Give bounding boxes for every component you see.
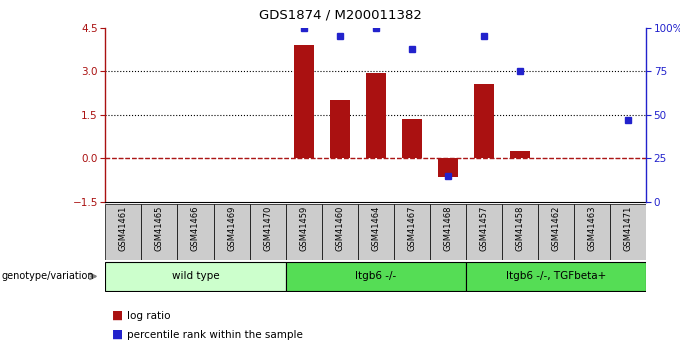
Text: GSM41457: GSM41457 xyxy=(479,205,488,250)
Bar xyxy=(105,262,286,291)
Text: log ratio: log ratio xyxy=(127,311,171,321)
Bar xyxy=(286,262,466,291)
Bar xyxy=(466,204,502,260)
Bar xyxy=(177,204,214,260)
Bar xyxy=(286,204,322,260)
Text: GSM41459: GSM41459 xyxy=(299,205,308,250)
Bar xyxy=(105,204,141,260)
Bar xyxy=(358,204,394,260)
Bar xyxy=(430,204,466,260)
Text: GSM41464: GSM41464 xyxy=(371,205,380,250)
Text: GSM41466: GSM41466 xyxy=(191,205,200,251)
Bar xyxy=(538,204,574,260)
Bar xyxy=(394,204,430,260)
Text: Itgb6 -/-, TGFbeta+: Itgb6 -/-, TGFbeta+ xyxy=(506,272,606,281)
Bar xyxy=(502,204,538,260)
Text: wild type: wild type xyxy=(171,272,220,281)
Bar xyxy=(214,204,250,260)
Text: GSM41468: GSM41468 xyxy=(443,205,452,251)
Bar xyxy=(402,119,422,158)
Bar xyxy=(474,84,494,158)
Bar xyxy=(438,158,458,177)
Bar xyxy=(294,45,313,158)
Text: GDS1874 / M200011382: GDS1874 / M200011382 xyxy=(258,9,422,22)
Text: percentile rank within the sample: percentile rank within the sample xyxy=(127,330,303,339)
Text: GSM41461: GSM41461 xyxy=(119,205,128,250)
Text: ■: ■ xyxy=(112,328,123,341)
Text: GSM41460: GSM41460 xyxy=(335,205,344,250)
Bar xyxy=(250,204,286,260)
Text: Itgb6 -/-: Itgb6 -/- xyxy=(355,272,396,281)
Text: GSM41462: GSM41462 xyxy=(551,205,560,250)
Text: genotype/variation: genotype/variation xyxy=(1,272,94,281)
Bar xyxy=(574,204,610,260)
Text: GSM41465: GSM41465 xyxy=(155,205,164,250)
Text: GSM41471: GSM41471 xyxy=(624,205,632,250)
Bar xyxy=(322,204,358,260)
Bar xyxy=(141,204,177,260)
Bar xyxy=(330,100,350,158)
Bar xyxy=(466,262,646,291)
Text: GSM41470: GSM41470 xyxy=(263,205,272,250)
Text: GSM41463: GSM41463 xyxy=(588,205,596,251)
Text: GSM41469: GSM41469 xyxy=(227,205,236,250)
Bar xyxy=(510,151,530,158)
Bar xyxy=(366,72,386,158)
Text: ■: ■ xyxy=(112,309,123,322)
Text: GSM41467: GSM41467 xyxy=(407,205,416,251)
Text: GSM41458: GSM41458 xyxy=(515,205,524,250)
Bar xyxy=(610,204,646,260)
